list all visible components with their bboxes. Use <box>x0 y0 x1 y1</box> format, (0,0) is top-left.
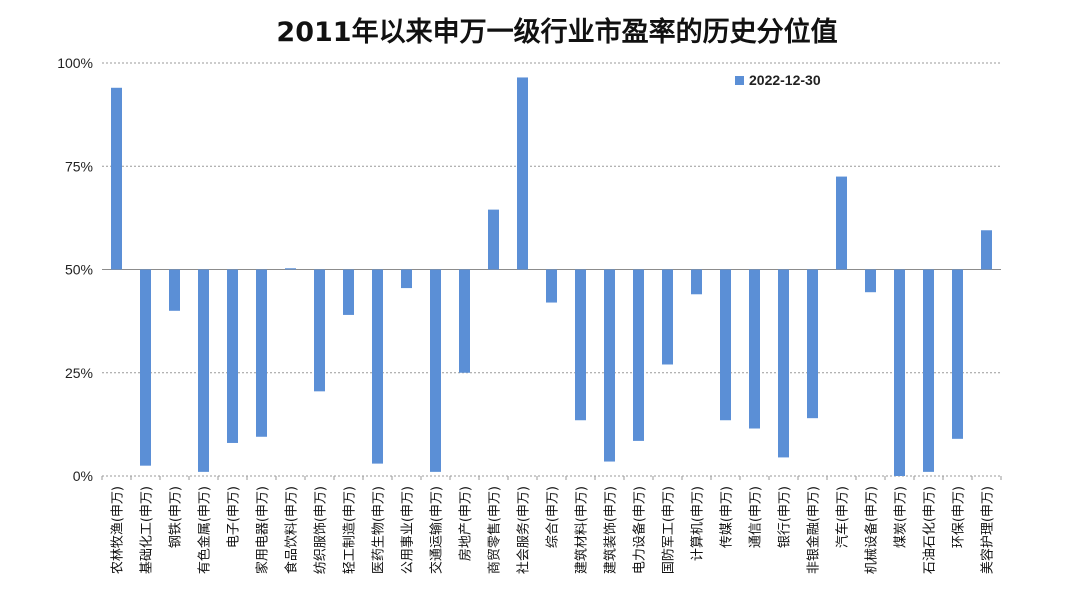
y-tick-label: 100% <box>57 55 93 71</box>
bar <box>256 269 267 437</box>
x-tick-label: 石油石化(申万) <box>923 486 938 574</box>
x-tick-label: 综合(申万) <box>546 486 561 548</box>
x-tick-label: 环保(申万) <box>952 486 967 548</box>
bar <box>749 269 760 429</box>
x-tick-label: 房地产(申万) <box>458 486 474 561</box>
legend: 2022-12-30 <box>735 72 821 88</box>
x-tick-label: 汽车(申万) <box>835 486 851 548</box>
bar <box>865 269 876 293</box>
x-tick-label: 基础化工(申万) <box>140 486 155 574</box>
bar <box>372 269 383 464</box>
x-tick-label: 电子(申万) <box>227 486 242 548</box>
x-tick-label: 农林牧渔(申万) <box>111 486 126 574</box>
x-tick-label: 家用电器(申万) <box>255 486 271 574</box>
bars <box>111 77 992 476</box>
bar <box>720 269 731 421</box>
bar <box>807 269 818 419</box>
bar <box>546 269 557 303</box>
x-tick-label: 食品饮料(申万) <box>284 486 300 574</box>
bar <box>401 269 412 289</box>
chart-title: 2011年以来申万一级行业市盈率的历史分位值 <box>276 16 837 48</box>
bar <box>314 269 325 392</box>
x-tick-label: 轻工制造(申万) <box>343 486 358 574</box>
bar <box>691 269 702 295</box>
bar <box>662 269 673 365</box>
bar <box>604 269 615 462</box>
bar <box>633 269 644 441</box>
legend-label: 2022-12-30 <box>749 72 821 88</box>
x-tick-label: 电力设备(申万) <box>632 486 648 574</box>
bar <box>894 269 905 476</box>
x-tick-label: 有色金属(申万) <box>197 486 213 574</box>
bar <box>343 269 354 315</box>
x-tick-label: 计算机(申万) <box>691 486 706 561</box>
x-tick-label: 建筑材料(申万) <box>574 486 590 574</box>
bar <box>952 269 963 439</box>
bar <box>198 269 209 472</box>
bar <box>459 269 470 373</box>
bar <box>169 269 180 311</box>
y-tick-label: 25% <box>65 365 93 381</box>
bar <box>778 269 789 458</box>
bar <box>111 87 122 270</box>
x-tick-label: 医药生物(申万) <box>372 486 387 574</box>
x-tick-label: 非银金融(申万) <box>806 486 822 574</box>
x-tick-label: 通信(申万) <box>749 486 764 548</box>
bar <box>430 269 441 472</box>
x-tick-label: 商贸零售(申万) <box>487 486 503 574</box>
y-tick-label: 75% <box>65 158 93 174</box>
x-tick-label: 交通运输(申万) <box>429 486 445 574</box>
bar <box>488 209 499 270</box>
x-tick-label: 钢铁(申万) <box>169 486 184 548</box>
x-tick-label: 传媒(申万) <box>720 486 735 548</box>
legend-swatch <box>735 76 744 85</box>
bar <box>285 268 296 270</box>
x-tick-label: 国防军工(申万) <box>661 486 677 574</box>
x-tick-label: 美容护理(申万) <box>980 486 996 574</box>
x-axis-ticks: 农林牧渔(申万) 基础化工(申万) 钢铁(申万) 有色金属(申万) 电子(申万) 家用电器… <box>101 476 1002 574</box>
y-tick-label: 50% <box>65 262 93 278</box>
x-tick-label: 公用事业(申万) <box>401 486 416 574</box>
bar <box>923 269 934 472</box>
x-tick-label: 建筑装饰(申万) <box>603 486 619 574</box>
bar <box>140 269 151 466</box>
y-tick-label: 0% <box>73 468 93 484</box>
x-tick-label: 机械设备(申万) <box>864 486 880 574</box>
x-tick-label: 银行(申万) <box>778 486 793 548</box>
bar <box>227 269 238 443</box>
bar <box>575 269 586 421</box>
x-tick-label: 煤炭(申万) <box>894 486 909 548</box>
x-tick-label: 社会服务(申万) <box>516 486 532 574</box>
bar <box>836 176 847 270</box>
y-axis-ticks: 100% 75% 50% 25% 0% <box>57 55 93 484</box>
bar <box>517 77 528 270</box>
bar <box>981 230 992 270</box>
x-tick-label: 纺织服饰(申万) <box>314 486 329 574</box>
